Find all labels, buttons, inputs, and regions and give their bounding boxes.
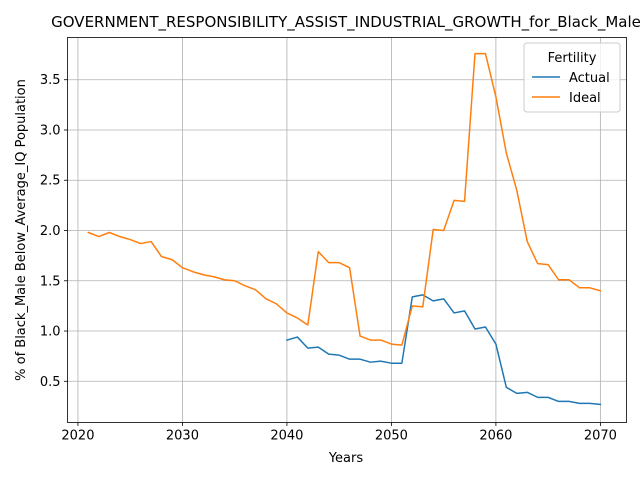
y-tick-label: 1.5 <box>40 274 61 289</box>
x-tick-label: 2060 <box>479 429 512 444</box>
series-line-actual <box>285 294 602 406</box>
x-tick-label: 2040 <box>270 429 303 444</box>
x-tick-label: 2020 <box>61 429 94 444</box>
y-tick-label: 3.5 <box>40 73 61 88</box>
legend-label-ideal: Ideal <box>569 91 601 106</box>
chart-title: GOVERNMENT_RESPONSIBILITY_ASSIST_INDUSTR… <box>51 13 640 32</box>
series-line-ideal <box>87 52 602 346</box>
legend: Fertility Actual Ideal <box>523 42 621 113</box>
y-tick-label: 2.5 <box>40 174 61 189</box>
y-tick-label: 0.5 <box>40 375 61 390</box>
y-tick-label: 2.0 <box>40 224 61 239</box>
x-tick-label: 2030 <box>166 429 199 444</box>
grid-layer <box>67 37 627 423</box>
y-tick-label: 3.0 <box>40 123 61 138</box>
x-tick-label: 2070 <box>584 429 617 444</box>
series-layer <box>87 52 602 406</box>
x-tick-label: 2050 <box>375 429 408 444</box>
plot-frame <box>67 37 627 423</box>
x-axis-label: Years <box>328 451 364 466</box>
tick-layer: 2020 2030 2040 2050 2060 2070 0.5 1.0 1.5 2.0 2.5 3… <box>40 73 617 443</box>
y-axis-label: % of Black_Male Below_Average_IQ Populat… <box>14 79 29 381</box>
legend-title: Fertility <box>548 51 597 66</box>
y-tick-label: 1.0 <box>40 325 61 340</box>
legend-label-actual: Actual <box>569 71 610 86</box>
legend-box <box>523 42 621 113</box>
